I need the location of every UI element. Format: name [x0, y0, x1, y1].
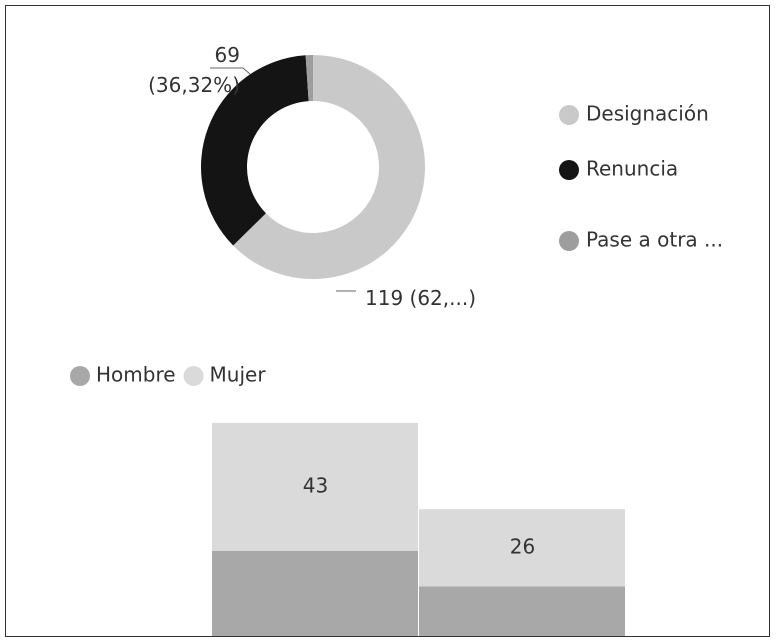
- frame: [5, 5, 770, 637]
- legend-label: Hombre: [96, 363, 176, 387]
- leader-line: [210, 67, 251, 75]
- legend-label: Designación: [586, 102, 709, 126]
- bar-segment: [419, 586, 625, 636]
- data-label: 26: [510, 534, 535, 558]
- legend-marker: [70, 366, 90, 386]
- legend-marker: [183, 366, 204, 386]
- legend-label: Pase a otra ...: [586, 228, 723, 252]
- data-label: 69 (36,32%): [148, 43, 240, 97]
- donut-slice: [200, 55, 309, 246]
- bar-segment: [212, 422, 418, 551]
- legend-label: Mujer: [210, 363, 267, 387]
- legend-marker: [559, 105, 579, 125]
- bar-segment: [419, 509, 625, 587]
- legend-marker: [559, 231, 579, 251]
- data-label: 119 (62,...): [365, 286, 477, 310]
- legend-marker: [559, 160, 579, 180]
- bar-segment: [212, 550, 418, 636]
- legend-label: Renuncia: [586, 157, 678, 181]
- data-label: 43: [303, 473, 328, 497]
- bar-plot: [212, 422, 625, 636]
- donut-slice: [233, 55, 425, 279]
- donut-slice: [305, 55, 313, 102]
